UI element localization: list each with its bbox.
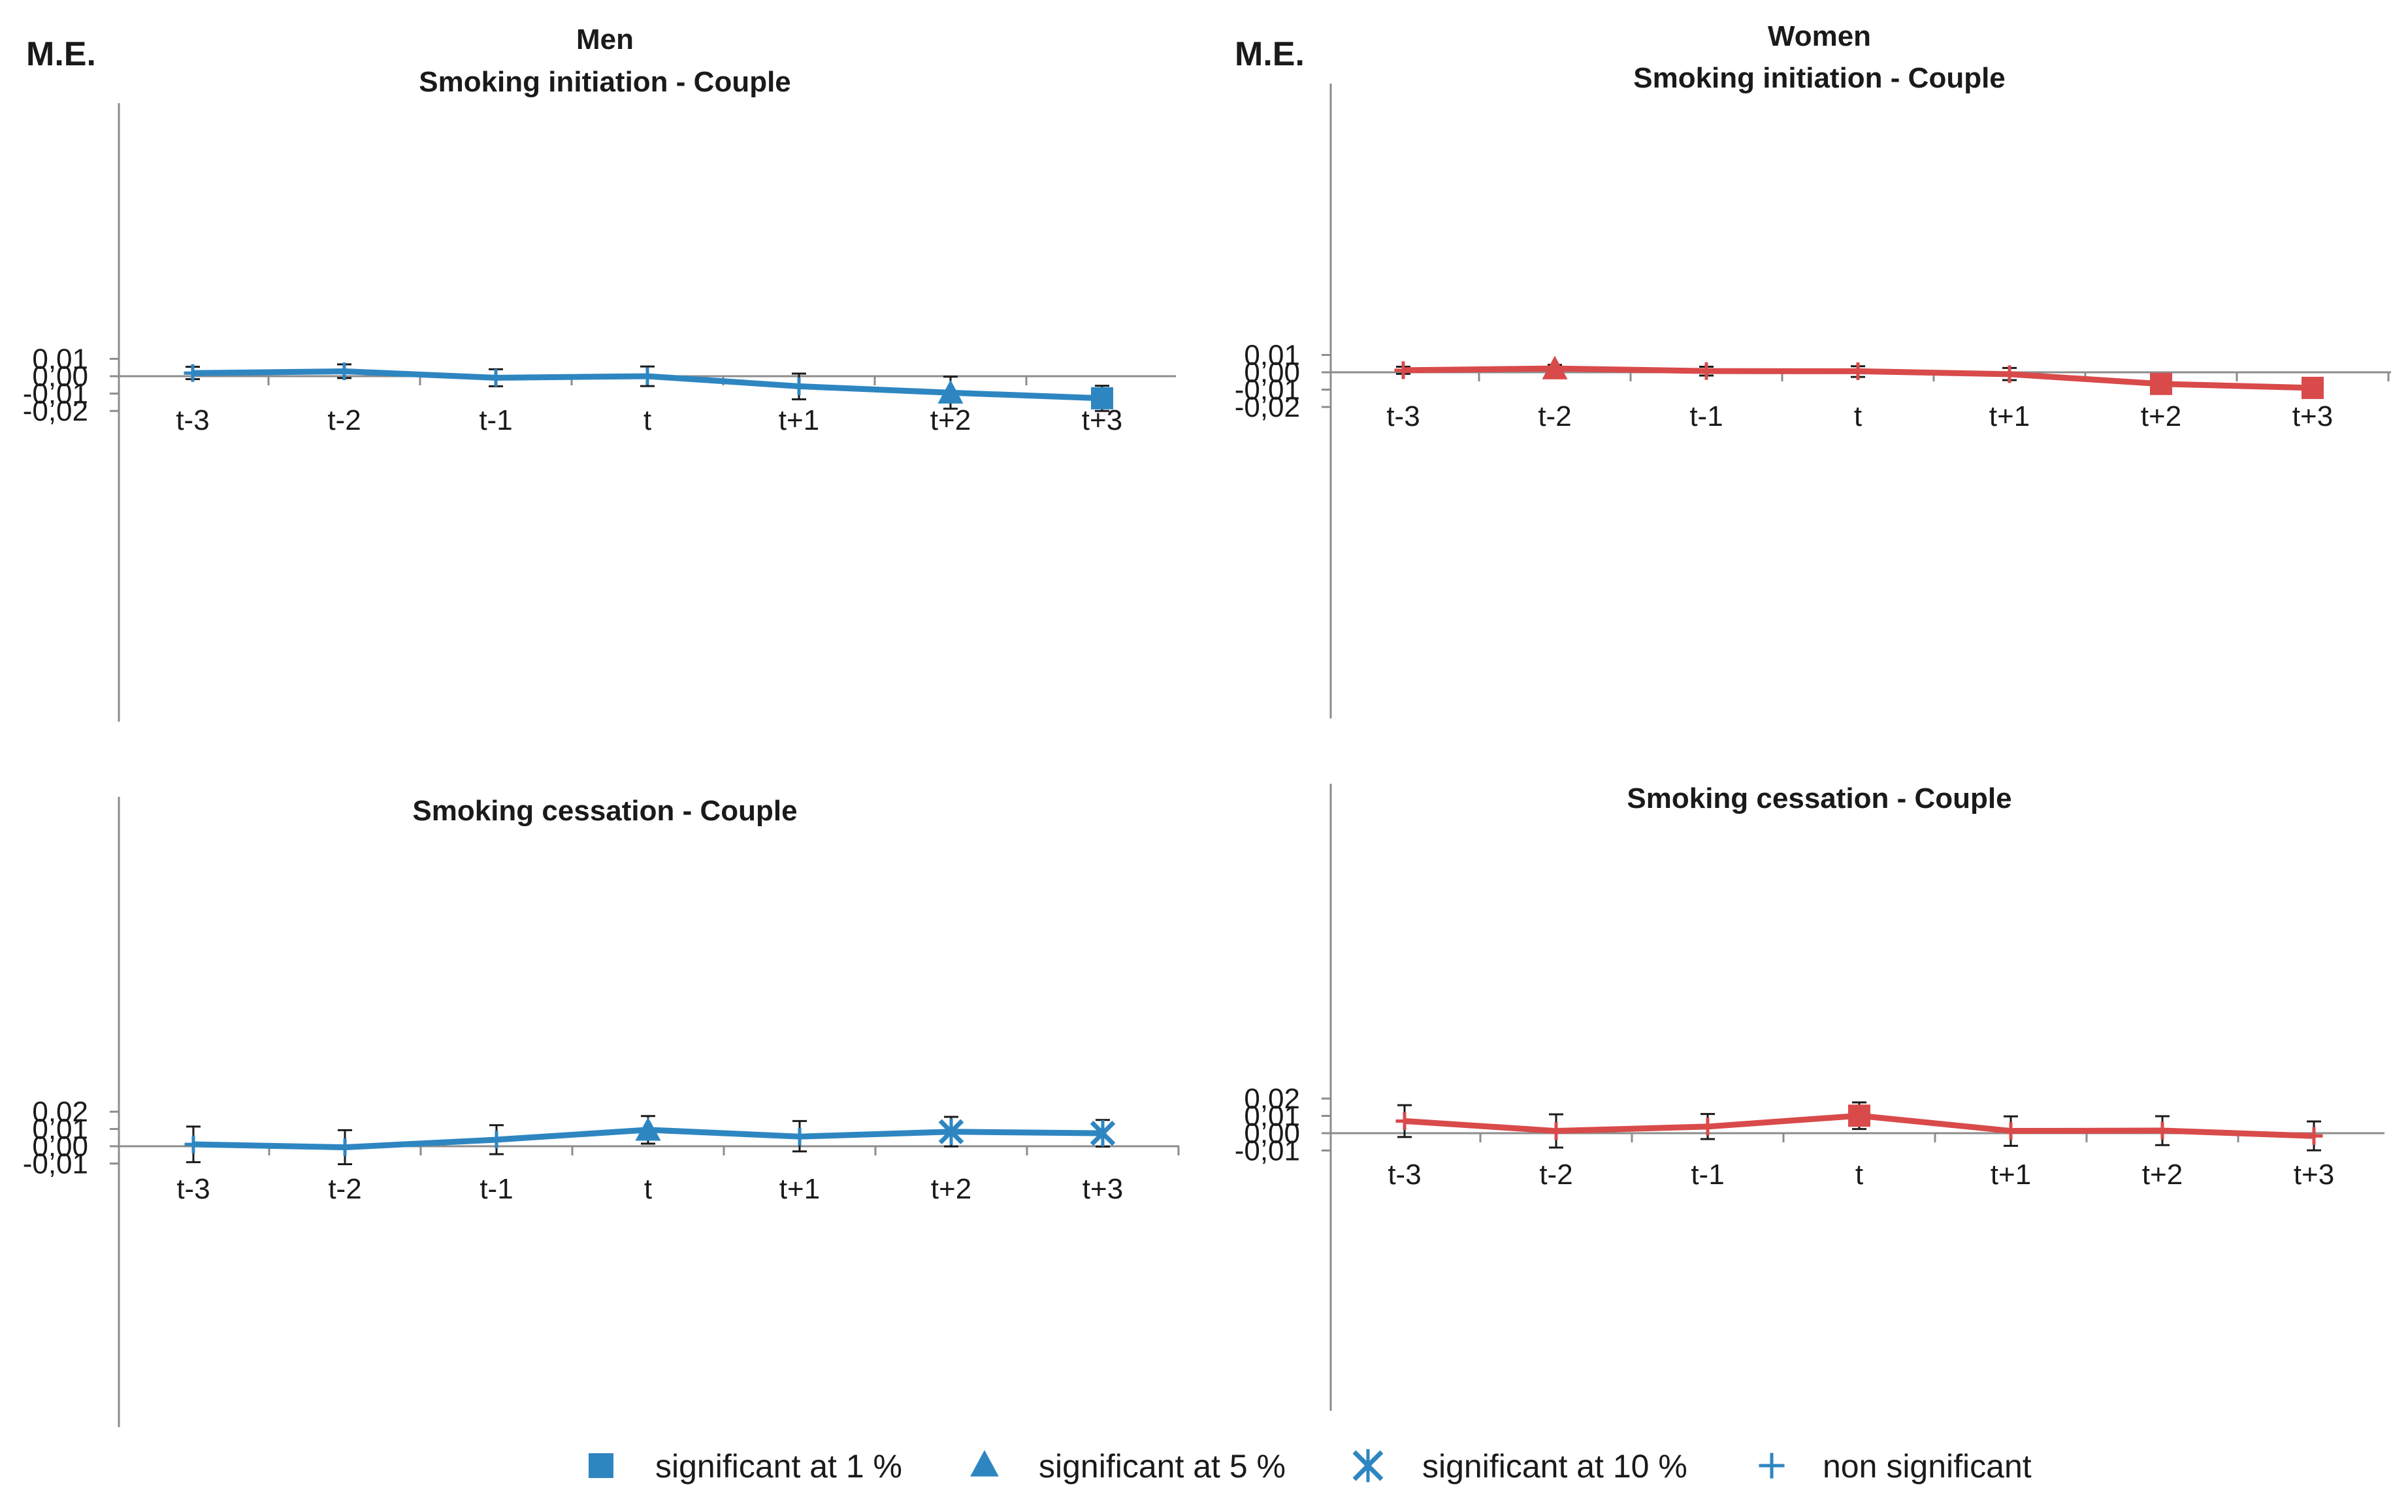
x-tick-label: t-1 bbox=[1689, 400, 1723, 432]
x-tick-label: t+2 bbox=[2141, 400, 2181, 432]
y-tick-label: 0,01 bbox=[32, 343, 88, 375]
y-tick-label: 0,02 bbox=[32, 1096, 88, 1128]
data-point-plus bbox=[487, 368, 505, 387]
data-point-plus bbox=[1699, 1118, 1717, 1136]
x-tick-label: t+1 bbox=[779, 404, 819, 436]
y-tick-label: 0,01 bbox=[32, 1114, 88, 1146]
data-point-asterisk bbox=[938, 1118, 964, 1145]
data-point-plus bbox=[1394, 361, 1412, 379]
y-tick-label: -0,01 bbox=[23, 1148, 88, 1180]
data-point-plus bbox=[2002, 1122, 2020, 1140]
y-tick-label: 0,00 bbox=[32, 1131, 88, 1163]
data-point-plus bbox=[487, 1131, 506, 1149]
y-tick-label: 0,01 bbox=[1244, 1101, 1300, 1133]
women-init-title: Smoking initiation - Couple bbox=[1633, 62, 2006, 94]
data-point-triangle bbox=[1542, 355, 1568, 379]
legend-plus-icon bbox=[1759, 1453, 1785, 1479]
legend: significant at 1 % significant at 5 % si… bbox=[589, 1448, 2032, 1485]
legend-marker-shape bbox=[970, 1450, 999, 1477]
y-tick-label: 0,00 bbox=[1244, 357, 1300, 389]
legend-triangle-icon bbox=[970, 1450, 999, 1477]
x-tick-label: t-3 bbox=[1388, 1159, 1421, 1191]
y-tick-label: -0,01 bbox=[1235, 374, 1300, 406]
y-tick-label: 0,00 bbox=[32, 361, 88, 393]
x-tick-label: t+3 bbox=[1082, 1173, 1123, 1205]
x-tick-label: t-3 bbox=[176, 1173, 210, 1205]
data-point-triangle bbox=[635, 1117, 661, 1141]
y-tick-label: -0,02 bbox=[1235, 391, 1300, 423]
legend-label-5pct: significant at 5 % bbox=[1039, 1448, 1286, 1485]
women-cess-title: Smoking cessation - Couple bbox=[1627, 782, 2011, 814]
y-tick-label: 0,01 bbox=[1244, 339, 1300, 371]
x-tick-label: t bbox=[644, 1173, 652, 1205]
data-point-plus bbox=[184, 364, 202, 382]
women-cessation-chart: 0,020,010,00-0,01 t-3 t-2 t-1 t t+1 t+2 t+3 bbox=[1235, 784, 2384, 1411]
legend-marker-shape bbox=[589, 1453, 613, 1478]
x-tick-label: t+2 bbox=[931, 1173, 971, 1205]
women-group-title: Women bbox=[1768, 20, 1871, 52]
data-point-plus bbox=[184, 1135, 203, 1153]
men-cessation-chart: 0,020,010,00-0,01 t-3 t-2 t-1 t t+1 t+2 t+3 bbox=[23, 797, 1180, 1427]
x-tick-label: t bbox=[643, 404, 651, 436]
legend-marker-shape bbox=[1759, 1453, 1785, 1479]
x-tick-label: t+1 bbox=[779, 1173, 820, 1205]
men-initiation-chart: 0,010,00-0,01-0,02 t-3 t-2 t-1 t t+1 t+2 t+3 bbox=[23, 103, 1176, 722]
women-initiation-chart: 0,010,00-0,01-0,02 t-3 t-2 t-1 t t+1 t+2 t+3 bbox=[1235, 84, 2391, 718]
legend-square-icon bbox=[589, 1453, 613, 1478]
y-tick-label: -0,02 bbox=[23, 395, 88, 427]
y-tick-label: 0,02 bbox=[1244, 1083, 1300, 1115]
y-tick-label: -0,01 bbox=[1235, 1135, 1300, 1167]
y-tick-label: -0,01 bbox=[23, 378, 88, 410]
x-tick-label: t+2 bbox=[2142, 1159, 2183, 1191]
legend-marker-shape bbox=[1352, 1449, 1384, 1483]
y-tick-label: 0,00 bbox=[1244, 1118, 1300, 1150]
data-point-square bbox=[2150, 372, 2172, 395]
data-point-plus bbox=[335, 362, 353, 381]
data-point-triangle bbox=[937, 379, 964, 404]
x-tick-label: t-2 bbox=[327, 404, 361, 436]
x-tick-label: t-3 bbox=[1386, 400, 1420, 432]
data-point-plus bbox=[2305, 1127, 2323, 1145]
x-tick-label: t bbox=[1855, 1159, 1863, 1191]
x-tick-label: t bbox=[1854, 400, 1862, 432]
data-point-plus bbox=[1547, 1122, 1565, 1140]
data-point-square bbox=[2302, 376, 2324, 399]
data-point-plus bbox=[1395, 1112, 1414, 1130]
men-cess-title: Smoking cessation - Couple bbox=[412, 795, 797, 827]
x-tick-label: t-2 bbox=[1539, 1159, 1572, 1191]
data-point-square bbox=[1848, 1104, 1870, 1127]
x-tick-label: t-1 bbox=[479, 404, 512, 436]
men-init-title: Smoking initiation - Couple bbox=[419, 66, 791, 98]
men-group-title: Men bbox=[576, 24, 634, 56]
x-tick-label: t-2 bbox=[1538, 400, 1571, 432]
legend-label-nonsig: non significant bbox=[1823, 1448, 2032, 1485]
x-tick-label: t-2 bbox=[328, 1173, 361, 1205]
men-me-label: M.E. bbox=[26, 35, 96, 73]
data-point-plus bbox=[2000, 365, 2019, 383]
legend-asterisk-icon bbox=[1352, 1449, 1384, 1483]
data-point-plus bbox=[1849, 362, 1867, 380]
data-point-plus bbox=[336, 1138, 354, 1157]
data-point-plus bbox=[790, 1127, 809, 1146]
x-tick-label: t+1 bbox=[1991, 1159, 2031, 1191]
data-point-plus bbox=[790, 377, 808, 395]
x-tick-label: t-1 bbox=[1691, 1159, 1724, 1191]
x-tick-label: t+1 bbox=[1989, 400, 2030, 432]
legend-label-1pct: significant at 1 % bbox=[655, 1448, 902, 1485]
data-point-plus bbox=[2153, 1121, 2172, 1140]
data-point-plus bbox=[1697, 362, 1716, 380]
legend-label-10pct: significant at 10 % bbox=[1422, 1448, 1687, 1485]
x-tick-label: t-1 bbox=[480, 1173, 513, 1205]
x-tick-label: t+3 bbox=[2292, 400, 2333, 432]
data-point-square bbox=[1091, 387, 1113, 410]
data-point-asterisk bbox=[1090, 1120, 1116, 1147]
women-me-label: M.E. bbox=[1235, 35, 1305, 73]
x-tick-label: t-3 bbox=[176, 404, 209, 436]
x-tick-label: t+3 bbox=[2294, 1159, 2334, 1191]
data-point-plus bbox=[638, 367, 657, 385]
